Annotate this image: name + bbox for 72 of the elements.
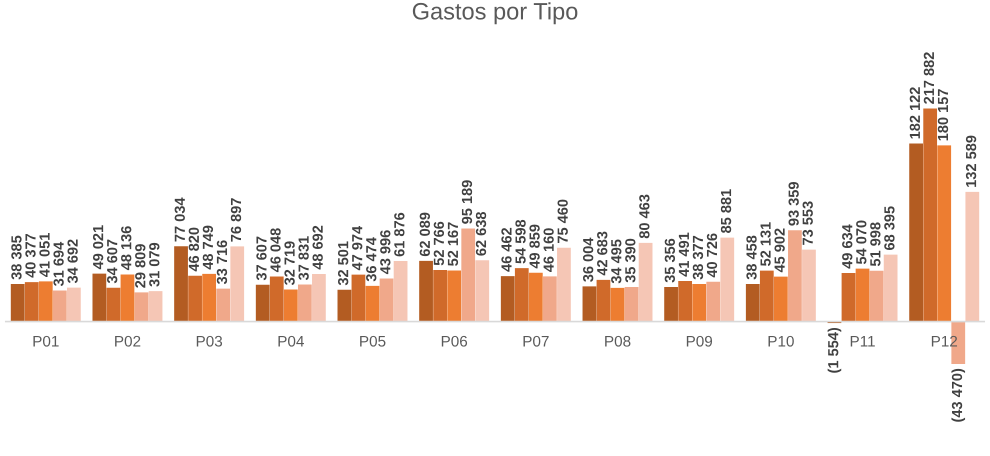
data-label: 182 122 [910, 87, 920, 138]
data-label: 217 882 [924, 52, 934, 104]
data-label: 180 157 [938, 89, 948, 140]
data-label: 42 683 [597, 232, 608, 276]
data-label: 76 897 [230, 198, 242, 242]
data-label: 48 692 [312, 226, 323, 270]
data-label: 36 004 [583, 238, 594, 282]
x-tick-label: P09 [686, 336, 712, 347]
x-tick-label: P02 [115, 336, 140, 347]
data-label: 34 495 [611, 239, 622, 284]
data-label: 46 462 [501, 228, 512, 272]
data-label: 38 458 [746, 236, 757, 280]
data-label: 47 974 [352, 226, 362, 270]
data-label: 38 377 [692, 236, 704, 280]
chart-title: Gastos por Tipo [412, 2, 578, 24]
data-label: 54 598 [515, 220, 526, 264]
data-label: 41 491 [678, 232, 690, 277]
data-label: 29 809 [135, 244, 146, 288]
x-tick-label: P11 [850, 336, 875, 346]
data-label: 48 749 [202, 226, 214, 270]
data-label: 73 553 [802, 201, 813, 245]
data-label: 32 501 [338, 241, 348, 286]
data-label: 31 079 [149, 242, 160, 287]
x-tick-label: P03 [196, 336, 222, 347]
data-label: 41 051 [39, 233, 50, 278]
data-label: 95 189 [462, 180, 472, 224]
x-tick-label: P01 [33, 336, 59, 347]
x-tick-label: P05 [360, 336, 386, 347]
data-label: 32 719 [284, 241, 295, 286]
data-label: 54 070 [856, 220, 866, 264]
data-label: 46 048 [270, 228, 281, 272]
data-label: 49 634 [842, 224, 852, 269]
data-label: 52 167 [448, 222, 458, 266]
data-label: 52 766 [434, 222, 444, 266]
data-label: 49 859 [529, 224, 540, 268]
data-label: 34 692 [67, 239, 78, 284]
data-label: 52 131 [760, 222, 771, 266]
x-tick-label: P10 [768, 336, 794, 347]
data-label: 31 694 [53, 242, 64, 286]
data-label: 75 460 [558, 200, 568, 243]
data-label: (43 470) [951, 368, 966, 422]
data-label: 38 385 [11, 236, 22, 280]
data-label: 93 359 [788, 182, 799, 226]
x-tick-label: P06 [442, 336, 468, 347]
data-label: 45 902 [774, 228, 785, 272]
data-label: 43 996 [380, 230, 390, 274]
data-label: 62 638 [476, 212, 486, 256]
data-label: 33 716 [216, 240, 228, 284]
data-label: 51 998 [870, 222, 880, 266]
data-label: 62 089 [420, 212, 430, 256]
data-label: 37 607 [256, 236, 267, 280]
data-label: (1 554) [828, 328, 842, 373]
data-label: 46 160 [543, 228, 554, 272]
x-tick-label: P08 [605, 336, 630, 347]
data-label: 36 474 [366, 237, 376, 282]
data-label: 40 726 [706, 233, 718, 278]
data-label: 80 463 [639, 194, 650, 238]
data-label: 77 034 [174, 198, 185, 242]
data-label: 48 136 [121, 226, 132, 270]
data-label: 85 881 [720, 189, 732, 233]
data-label: 34 607 [107, 240, 118, 284]
data-label: 46 820 [188, 228, 200, 272]
data-label: 61 876 [394, 212, 404, 256]
data-label: 49 021 [92, 225, 104, 270]
x-tick-label: P04 [278, 336, 304, 347]
data-label: 68 395 [884, 206, 895, 250]
data-label: 132 589 [966, 136, 976, 187]
x-tick-label: P07 [524, 336, 549, 347]
data-label: 37 831 [298, 236, 309, 280]
data-label: 35 356 [664, 238, 676, 282]
data-label: 35 390 [625, 238, 636, 282]
data-label: 40 377 [25, 234, 36, 278]
